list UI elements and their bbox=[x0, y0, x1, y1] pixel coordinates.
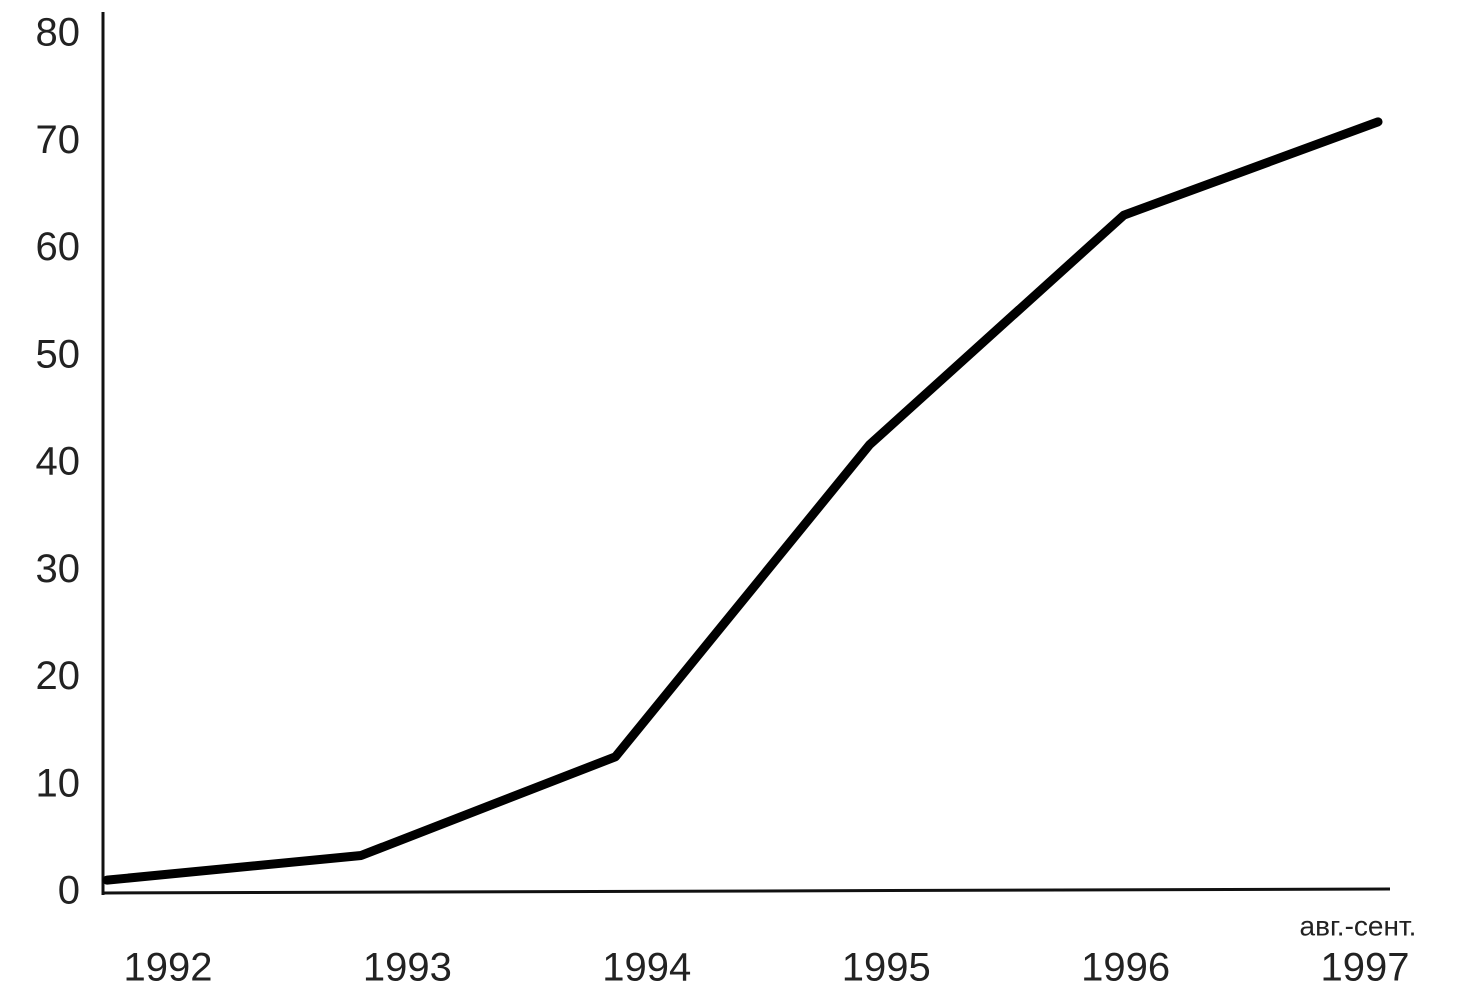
data-line bbox=[102, 117, 1383, 885]
y-tick-label: 50 bbox=[36, 332, 81, 376]
y-tick-label: 80 bbox=[36, 11, 81, 55]
x-tick-label: 1997 bbox=[1321, 946, 1410, 990]
y-tick-label: 0 bbox=[58, 869, 80, 913]
annotation: авг.-сент. bbox=[1300, 910, 1417, 941]
x-tick-label: 1996 bbox=[1081, 946, 1170, 990]
y-tick-label: 40 bbox=[36, 440, 81, 484]
x-tick-label: 1992 bbox=[124, 946, 213, 990]
x-tick-label: 1993 bbox=[363, 946, 452, 990]
y-tick-label: 20 bbox=[36, 654, 81, 698]
y-tick-label: 10 bbox=[36, 761, 81, 805]
y-tick-label: 30 bbox=[36, 547, 81, 591]
y-tick-label: 60 bbox=[36, 225, 81, 269]
x-tick-label: 1995 bbox=[842, 946, 931, 990]
x-tick-label: 1994 bbox=[602, 946, 691, 990]
x-axis bbox=[102, 887, 1391, 895]
y-tick-label: 70 bbox=[36, 118, 81, 162]
